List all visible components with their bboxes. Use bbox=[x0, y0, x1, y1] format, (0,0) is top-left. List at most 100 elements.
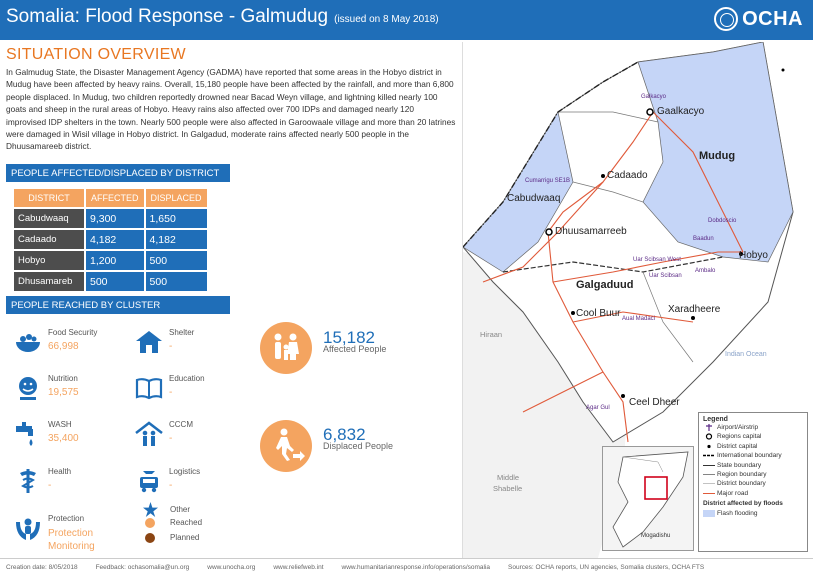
wash-icon bbox=[16, 422, 33, 446]
displaced-people-badge bbox=[260, 420, 312, 472]
airstrip-label: Aual Madaci bbox=[622, 316, 656, 322]
district-section-title: PEOPLE AFFECTED/DISPLACED BY DISTRICT bbox=[6, 164, 230, 182]
column-header: AFFECTED bbox=[86, 189, 144, 207]
district-boundary-icon bbox=[703, 483, 715, 485]
feedback-email[interactable]: Feedback: ochasomalia@un.org bbox=[95, 563, 190, 571]
cluster-value: - bbox=[169, 341, 173, 352]
district-label: Ceel Dheer bbox=[629, 397, 680, 408]
link-reliefweb[interactable]: www.reliefweb.int bbox=[273, 563, 324, 571]
regions-capital-icon bbox=[705, 433, 713, 440]
table-row: Hobyo 1,200 500 bbox=[14, 251, 207, 270]
overview-title: SITUATION OVERVIEW bbox=[6, 46, 186, 63]
reached-legend-dot bbox=[145, 518, 155, 528]
airstrip-label: Dobdoscio bbox=[708, 218, 737, 224]
food-security-icon bbox=[16, 334, 40, 352]
issued-date: (issued on 8 May 2018) bbox=[334, 14, 439, 25]
affected-cell: 4,182 bbox=[86, 230, 144, 249]
family-icon bbox=[274, 333, 299, 360]
legend-item: Flash flooding bbox=[703, 509, 803, 518]
legend-title: Legend bbox=[703, 416, 728, 423]
cluster-name: Nutrition bbox=[48, 374, 78, 383]
district-label: Cadaado bbox=[607, 170, 648, 181]
airstrip-label: Cumarrigu SE1B bbox=[525, 178, 571, 184]
displaced-cell: 500 bbox=[145, 272, 207, 291]
table-row: Cadaado 4,182 4,182 bbox=[14, 230, 207, 249]
airport-icon bbox=[706, 424, 712, 431]
cluster-value: - bbox=[48, 480, 52, 491]
flash-flooding-swatch bbox=[703, 510, 715, 518]
nutrition-icon bbox=[19, 377, 37, 400]
table-row: Cabudwaaq 9,300 1,650 bbox=[14, 209, 207, 228]
cluster-name: Other bbox=[170, 505, 191, 514]
star-icon bbox=[143, 502, 158, 517]
district-label: Hobyo bbox=[739, 250, 768, 261]
region-label-middle-shabelle: Shabelle bbox=[493, 484, 523, 493]
cluster-value: 66,998 bbox=[48, 341, 79, 352]
protection-icon bbox=[16, 518, 40, 540]
district-capital-icon bbox=[707, 444, 711, 448]
cluster-name: Health bbox=[48, 467, 72, 476]
table-header-row: DISTRICT AFFECTED DISPLACED bbox=[14, 189, 207, 207]
cluster-value: - bbox=[169, 433, 173, 444]
district-cell: Dhusamareb bbox=[14, 272, 84, 291]
state-boundary-icon bbox=[703, 464, 715, 466]
cluster-section-title: PEOPLE REACHED BY CLUSTER bbox=[6, 296, 230, 314]
cluster-name: Protection bbox=[48, 514, 85, 523]
ocha-logo-text: OCHA bbox=[742, 7, 803, 30]
reached-legend-label: Reached bbox=[170, 518, 203, 527]
affected-people-badge bbox=[260, 322, 312, 374]
legend-item: Airport/Airstrip bbox=[703, 423, 803, 432]
legend-item: District boundary bbox=[703, 479, 803, 488]
cluster-value: Protection Monitoring bbox=[48, 528, 95, 552]
map-graphic bbox=[463, 42, 813, 558]
airstrip-label: Ambalo bbox=[695, 268, 716, 274]
sea-label: Indian Ocean bbox=[725, 351, 767, 358]
airstrip-label: Galkacyo bbox=[641, 94, 667, 100]
inset-graphic bbox=[612, 451, 689, 548]
district-label: Xaradheere bbox=[668, 304, 721, 315]
sources-text: Sources: OCHA reports, UN agencies, Soma… bbox=[508, 563, 705, 571]
displaced-people-value: 6,832 bbox=[323, 425, 366, 444]
district-cell: Cadaado bbox=[14, 230, 84, 249]
legend-item: Region boundary bbox=[703, 470, 803, 479]
district-label: Cool Buur bbox=[576, 308, 621, 319]
major-road-icon bbox=[703, 492, 715, 494]
title-text: Somalia: Flood Response - Galmudug bbox=[6, 6, 329, 27]
mogadishu-label: Mogadishu bbox=[641, 533, 671, 539]
link-humanitarianresponse[interactable]: www.humanitarianresponse.info/operations… bbox=[341, 563, 491, 571]
somalia-inset-map: Mogadishu bbox=[602, 446, 694, 551]
galmudug-map: Mudug Galgaduud Gaalkacyo Dhuusamarreeb … bbox=[462, 42, 813, 558]
displaced-cell: 4,182 bbox=[145, 230, 207, 249]
cluster-name: Logistics bbox=[169, 467, 201, 476]
cluster-name: Education bbox=[169, 374, 205, 383]
link-unocha[interactable]: www.unocha.org bbox=[207, 563, 256, 571]
cluster-name: Shelter bbox=[169, 328, 195, 337]
legend-flood-title: District affected by floods bbox=[703, 500, 783, 508]
planned-legend-label: Planned bbox=[170, 533, 200, 542]
un-emblem-icon bbox=[714, 7, 739, 31]
creation-date: Creation date: 8/05/2018 bbox=[6, 563, 78, 571]
region-label-hiraan: Hiraan bbox=[480, 330, 503, 339]
legend-item: State boundary bbox=[703, 461, 803, 470]
column-header: DISTRICT bbox=[14, 189, 84, 207]
region-label-middle-shabelle: Middle bbox=[497, 473, 520, 482]
logistics-icon bbox=[140, 471, 158, 493]
footer: Creation date: 8/05/2018 Feedback: ochas… bbox=[0, 558, 813, 575]
region-label-galgaduud: Galgaduud bbox=[576, 279, 634, 291]
planned-legend-dot bbox=[145, 533, 155, 543]
capital-label: Dhuusamarreeb bbox=[555, 226, 627, 237]
airstrip-label: Uar Scibsan West bbox=[633, 257, 681, 263]
cluster-value: - bbox=[169, 387, 173, 398]
displaced-people-label: Displaced People bbox=[323, 441, 394, 451]
page-title: Somalia: Flood Response - Galmudug (issue… bbox=[6, 6, 439, 28]
displaced-cell: 1,650 bbox=[145, 209, 207, 228]
health-icon bbox=[20, 469, 36, 493]
cccm-icon bbox=[135, 421, 163, 446]
cluster-value: 35,400 bbox=[48, 433, 79, 444]
district-label: Cabudwaaq bbox=[507, 193, 561, 204]
international-boundary-icon bbox=[703, 454, 715, 457]
legend-item: District capital bbox=[703, 442, 803, 451]
affected-people-value: 15,182 bbox=[323, 328, 375, 347]
affected-cell: 500 bbox=[86, 272, 144, 291]
affected-cell: 9,300 bbox=[86, 209, 144, 228]
